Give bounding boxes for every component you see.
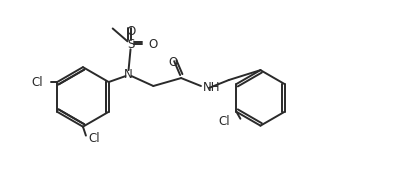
Text: NH: NH bbox=[203, 82, 220, 94]
Text: Cl: Cl bbox=[219, 115, 231, 128]
Text: N: N bbox=[124, 68, 133, 81]
Text: O: O bbox=[126, 24, 135, 37]
Text: Cl: Cl bbox=[32, 76, 43, 89]
Text: Cl: Cl bbox=[88, 132, 100, 145]
Text: O: O bbox=[148, 38, 158, 51]
Text: O: O bbox=[169, 56, 178, 69]
Text: S: S bbox=[127, 38, 134, 51]
